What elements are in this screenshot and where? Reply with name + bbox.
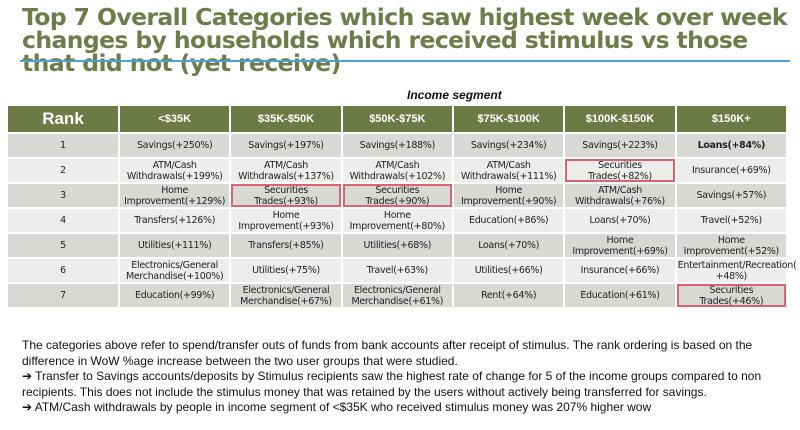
category-cell: Home Improvement(+52%) xyxy=(676,234,786,257)
highlighted-category-cell: Securities Trades(+90%) xyxy=(342,184,452,207)
rank-cell: 6 xyxy=(8,259,118,282)
table-row: 4 Transfers(+126%) Home Improvement(+93%) H… xyxy=(8,209,786,232)
category-cell: Home Improvement(+93%) xyxy=(231,209,341,232)
table-row: 1 Savings(+250%) Savings(+197%) Savings(+18… xyxy=(8,134,786,157)
page-title: Top 7 Overall Categories which saw highe… xyxy=(22,3,788,77)
category-cell: Home Improvement(+80%) xyxy=(342,209,452,232)
rank-cell: 2 xyxy=(8,159,118,182)
highlighted-category-cell: Securities Trades(+82%) xyxy=(565,159,675,182)
category-cell: Electronics/General Merchandise(+100%) xyxy=(120,259,230,282)
category-cell: Utilities(+75%) xyxy=(231,259,341,282)
categories-table: Rank <$35K $35K-$50K $50K-$75K $75K-$100… xyxy=(6,104,797,309)
column-header: $150K+ xyxy=(676,106,786,132)
note-paragraph: The categories above refer to spend/tran… xyxy=(22,338,753,368)
highlighted-category-cell: Securities Trades(+46%) xyxy=(676,284,786,307)
column-header: $75K-$100K xyxy=(453,106,564,132)
category-cell: Savings(+223%) xyxy=(565,134,675,157)
category-cell: Home Improvement(+90%) xyxy=(453,184,564,207)
category-cell: Home Improvement(+69%) xyxy=(565,234,675,257)
category-cell: Savings(+250%) xyxy=(120,134,230,157)
column-header: $50K-$75K xyxy=(342,106,452,132)
rank-cell: 1 xyxy=(8,134,118,157)
category-cell: Home Improvement(+129%) xyxy=(120,184,230,207)
note-bullet: ➔ ATM/Cash withdrawals by people in inco… xyxy=(22,400,652,414)
income-segment-label: Income segment xyxy=(407,88,502,102)
table-row: 3 Home Improvement(+129%) Securities Trade… xyxy=(8,184,786,207)
category-cell: Insurance(+66%) xyxy=(565,259,675,282)
category-cell: Electronics/General Merchandise(+67%) xyxy=(231,284,341,307)
category-cell: ATM/Cash Withdrawals(+102%) xyxy=(342,159,452,182)
title-divider xyxy=(20,60,790,62)
category-cell: Education(+99%) xyxy=(120,284,230,307)
column-header: <$35K xyxy=(120,106,230,132)
column-header: $35K-$50K xyxy=(231,106,341,132)
note-bullet: ➔ Transfer to Savings accounts/deposits … xyxy=(22,369,762,399)
category-cell: Savings(+234%) xyxy=(453,134,564,157)
category-cell: Loans(+84%) xyxy=(676,134,786,157)
category-cell: Insurance(+69%) xyxy=(676,159,786,182)
category-cell: Utilities(+68%) xyxy=(342,234,452,257)
rank-header: Rank xyxy=(8,106,118,132)
category-cell: Transfers(+85%) xyxy=(231,234,341,257)
rank-cell: 5 xyxy=(8,234,118,257)
footnotes: The categories above refer to spend/tran… xyxy=(22,338,792,416)
rank-cell: 3 xyxy=(8,184,118,207)
table-row: 7 Education(+99%) Electronics/General Merc… xyxy=(8,284,786,307)
table-header-row: Rank <$35K $35K-$50K $50K-$75K $75K-$100… xyxy=(8,106,786,132)
category-cell: Loans(+70%) xyxy=(565,209,675,232)
highlighted-category-cell: Securities Trades(+93%) xyxy=(231,184,341,207)
category-cell: ATM/Cash Withdrawals(+199%) xyxy=(120,159,230,182)
category-cell: Savings(+188%) xyxy=(342,134,452,157)
table-row: 5 Utilities(+111%) Transfers(+85%) Utilitie… xyxy=(8,234,786,257)
category-cell: Utilities(+66%) xyxy=(453,259,564,282)
category-cell: Travel(+63%) xyxy=(342,259,452,282)
category-cell: Electronics/General Merchandise(+61%) xyxy=(342,284,452,307)
table-row: 6 Electronics/General Merchandise(+100%) U… xyxy=(8,259,797,282)
category-cell: ATM/Cash Withdrawals(+111%) xyxy=(453,159,564,182)
category-cell: Entertainment/Recreation( +48%) xyxy=(676,259,797,282)
column-header: $100K-$150K xyxy=(565,106,675,132)
category-cell: Savings(+197%) xyxy=(231,134,341,157)
category-cell: Education(+61%) xyxy=(565,284,675,307)
category-cell: Loans(+70%) xyxy=(453,234,564,257)
category-cell: Rent(+64%) xyxy=(453,284,564,307)
rank-cell: 7 xyxy=(8,284,118,307)
category-cell: ATM/Cash Withdrawals(+137%) xyxy=(231,159,341,182)
table-row: 2 ATM/Cash Withdrawals(+199%) ATM/Cash Wit… xyxy=(8,159,786,182)
category-cell: Education(+86%) xyxy=(453,209,564,232)
category-cell: ATM/Cash Withdrawals(+76%) xyxy=(565,184,675,207)
category-cell: Savings(+57%) xyxy=(676,184,786,207)
rank-cell: 4 xyxy=(8,209,118,232)
category-cell: Utilities(+111%) xyxy=(120,234,230,257)
category-cell: Travel(+52%) xyxy=(676,209,786,232)
category-cell: Transfers(+126%) xyxy=(120,209,230,232)
